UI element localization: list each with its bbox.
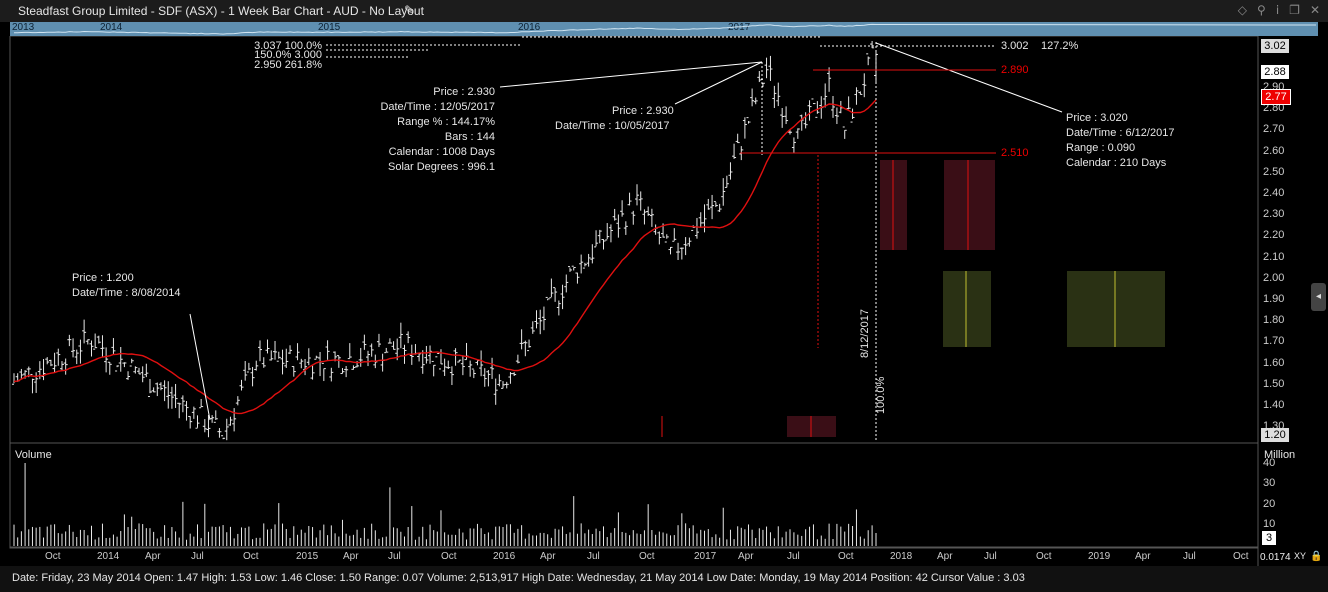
zone-box-red-2 [944,160,995,250]
time-tick: 2017 [694,551,716,562]
pin-icon[interactable]: ⚲ [1257,3,1266,17]
annotation-line-high [876,43,1062,112]
collapse-panel-handle[interactable]: ◂ [1311,283,1326,311]
price-tick: 1.70 [1263,335,1284,347]
status-bar: Date: Friday, 23 May 2014 Open: 1.47 Hig… [0,566,1328,592]
ann-mid2-price: Price : 2.930 [612,104,674,119]
price-tick: 1.80 [1263,314,1284,326]
volume-tick: 20 [1263,498,1275,510]
lock-icon[interactable]: 🔒 [1310,551,1322,562]
time-navigator[interactable]: 2013 2014 2015 2016 2017 [10,22,1318,36]
level-lower: 2.510 [1001,146,1029,161]
time-tick: Oct [45,551,61,562]
time-tick: Apr [738,551,754,562]
time-tick: Jul [984,551,997,562]
restore-icon[interactable]: ❐ [1289,3,1300,17]
time-tick: Jul [191,551,204,562]
price-tick: 1.60 [1263,357,1284,369]
zone-box-green-1 [943,271,991,347]
price-tick: 2.00 [1263,272,1284,284]
info-icon[interactable]: ⅰ [1276,3,1279,17]
volume-current-label: 3 [1262,531,1276,545]
fib-right-pct: 127.2% [1041,39,1078,54]
price-bottom-label: 1.20 [1261,428,1289,442]
ann-mid-bars: Bars : 144 [360,130,495,145]
ann-mid-range: Range % : 144.17% [360,115,495,130]
time-tick: Oct [243,551,259,562]
time-tick: Oct [639,551,655,562]
navigator-sparkline [10,22,1318,36]
time-tick: Oct [1036,551,1052,562]
ann-low-price: Price : 1.200 [72,271,134,286]
price-tick: 1.50 [1263,378,1284,390]
annotation-line-low [190,314,210,420]
status-text: Date: Friday, 23 May 2014 Open: 1.47 Hig… [12,572,1025,584]
time-tick: Oct [1233,551,1249,562]
price-tick: 2.20 [1263,229,1284,241]
time-tick: Apr [1135,551,1151,562]
ann-high-date: Date/Time : 6/12/2017 [1066,126,1174,141]
navigator-line [14,24,1316,34]
time-tick: Jul [1183,551,1196,562]
annotation-line-mid [500,62,762,87]
ann-high-range: Range : 0.090 [1066,141,1135,156]
price-ma-label: 2.77 [1261,89,1291,105]
ann-high-price: Price : 3.020 [1066,111,1128,126]
price-tick: 2.70 [1263,123,1284,135]
ann-mid-solar: Solar Degrees : 996.1 [360,160,495,175]
volume-tick: 30 [1263,477,1275,489]
fib-right-price: 3.002 [1001,39,1029,54]
time-tick: 2016 [493,551,515,562]
ann-mid-date: Date/Time : 12/05/2017 [360,100,495,115]
fib-row-3: 2.950 261.8% [230,58,322,73]
price-tick: 1.90 [1263,293,1284,305]
price-top-label: 3.02 [1261,39,1289,53]
price-tick: 2.50 [1263,166,1284,178]
volume-tick: 40 [1263,457,1275,469]
time-tick: Apr [540,551,556,562]
volume-tick: 10 [1263,518,1275,530]
time-tick: Apr [343,551,359,562]
time-tick: Jul [787,551,800,562]
vline-date: 8/12/2017 [858,309,873,358]
price-current-label: 2.88 [1261,65,1289,79]
diamond-icon[interactable]: ◇ [1238,3,1247,17]
price-tick: 2.40 [1263,187,1284,199]
time-tick: 2018 [890,551,912,562]
price-tick: 2.60 [1263,145,1284,157]
time-tick: Oct [441,551,457,562]
price-tick: 1.40 [1263,399,1284,411]
time-tick: Apr [937,551,953,562]
xy-toggle[interactable]: XY [1294,551,1306,561]
time-tick: Apr [145,551,161,562]
price-tick: 2.10 [1263,251,1284,263]
level-upper: 2.890 [1001,63,1029,78]
volume-title: Volume [15,448,52,463]
edit-pencil-icon[interactable]: ✎ [404,3,414,17]
time-tick: 2019 [1088,551,1110,562]
vline-pct: 100.0% [874,377,889,414]
annotation-line-mid2 [675,62,762,104]
zone-box-green-2 [1067,271,1165,347]
window-title: Steadfast Group Limited - SDF (ASX) - 1 … [18,4,424,18]
close-icon[interactable]: ✕ [1310,3,1320,17]
time-tick: Jul [388,551,401,562]
time-tick: 2014 [97,551,119,562]
time-tick: Oct [838,551,854,562]
ann-high-calendar: Calendar : 210 Days [1066,156,1166,171]
ann-low-date: Date/Time : 8/08/2014 [72,286,180,301]
price-tick: 2.30 [1263,208,1284,220]
time-corner-value: 0.0174 [1260,552,1291,563]
ann-mid2-date: Date/Time : 10/05/2017 [555,119,670,134]
window-buttons: ◇ ⚲ ⅰ ❐ ✕ [1238,3,1320,17]
time-tick: 2015 [296,551,318,562]
time-tick: Jul [587,551,600,562]
ann-mid-calendar: Calendar : 1008 Days [360,145,495,160]
title-bar: Steadfast Group Limited - SDF (ASX) - 1 … [0,0,1328,22]
ann-mid-price: Price : 2.930 [360,85,495,100]
